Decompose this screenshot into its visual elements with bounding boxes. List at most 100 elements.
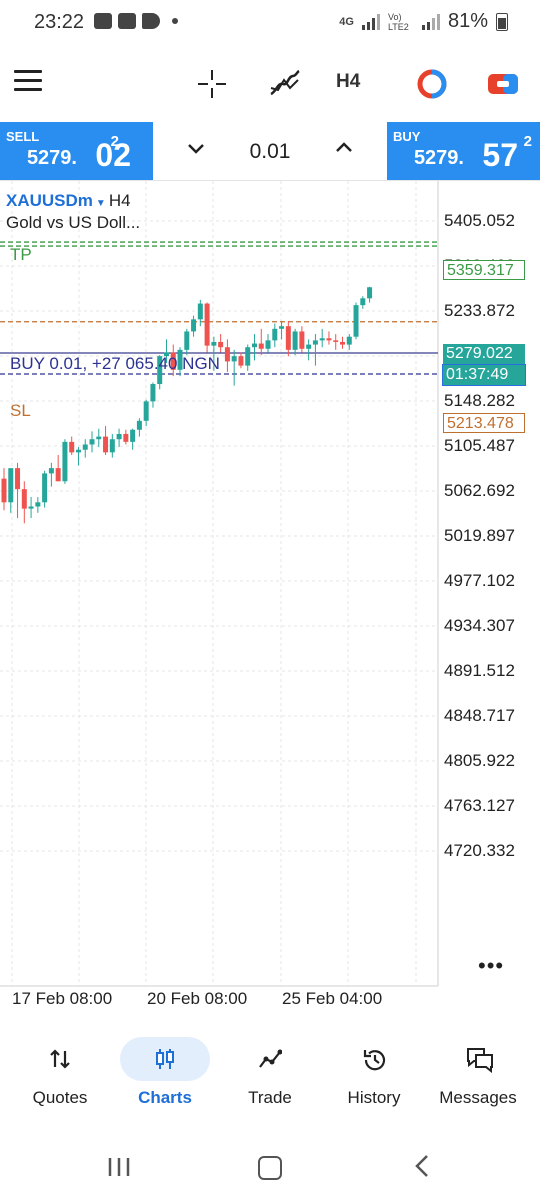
- indicators-icon[interactable]: [268, 68, 302, 100]
- symbol-timeframe: H4: [108, 191, 131, 210]
- position-line-label[interactable]: BUY 0.01, +27 065.40 NGN: [10, 354, 220, 373]
- candle-body: [150, 384, 156, 402]
- tp-price-tag: 5359.317: [443, 260, 525, 280]
- candle-body: [116, 433, 122, 440]
- signal-icon-2: [421, 13, 440, 30]
- recent-apps-icon[interactable]: [106, 1156, 132, 1178]
- quote-bar: SELL 5279. 02 2 0.01 BUY 5279. 57 2: [0, 122, 540, 181]
- quotes-icon[interactable]: [35, 1037, 85, 1081]
- menu-icon[interactable]: [14, 70, 42, 94]
- candle-body: [1, 478, 7, 503]
- candle-body: [157, 356, 163, 385]
- candle-body: [326, 338, 332, 341]
- price-chart[interactable]: XAUUSDm ▼ H4 Gold vs US Doll... TP BUY 0.0…: [0, 181, 540, 1017]
- candle-body: [292, 331, 298, 350]
- candle-body: [163, 352, 169, 357]
- candle-body: [312, 340, 318, 345]
- candle-body: [353, 305, 359, 337]
- candle-body: [28, 506, 34, 509]
- candle-body: [211, 341, 217, 346]
- price-tick-label: 4977.102: [444, 571, 515, 590]
- price-tick-label: 4934.307: [444, 616, 515, 635]
- candle-body: [62, 441, 68, 482]
- candle-body: [238, 356, 244, 366]
- date-label: 20 Feb 08:00: [147, 989, 248, 1008]
- sl-line-label[interactable]: SL: [10, 401, 31, 420]
- price-tick-label: 4720.332: [444, 841, 515, 860]
- candle-body: [245, 347, 251, 366]
- candle-body: [15, 468, 21, 490]
- symbol-caret-icon[interactable]: ▼: [95, 198, 106, 209]
- candle-body: [197, 303, 203, 320]
- candle-body: [279, 326, 285, 329]
- candle-body: [285, 326, 291, 350]
- candle-body: [109, 439, 115, 453]
- play-store-icon: [142, 13, 160, 29]
- candle-body: [123, 433, 129, 442]
- sell-price-main: 5279.: [26, 147, 77, 169]
- buy-price-big: 57: [482, 137, 518, 173]
- price-tick-label: 4805.922: [444, 751, 515, 770]
- candle-body: [48, 468, 54, 474]
- messages-icon[interactable]: [453, 1037, 503, 1081]
- nav-quotes[interactable]: Quotes: [8, 1030, 112, 1120]
- lot-size-input[interactable]: 0.01: [249, 140, 291, 163]
- nav-trade[interactable]: Trade: [218, 1030, 322, 1120]
- crosshair-icon[interactable]: [196, 68, 228, 100]
- price-tick-label: 5405.052: [444, 211, 515, 230]
- trade-line-icon[interactable]: [245, 1037, 295, 1081]
- candle-body: [69, 441, 75, 453]
- candle-body: [177, 349, 183, 370]
- battery-icon: [496, 12, 508, 31]
- candle-body: [360, 298, 366, 306]
- status-bar: 23:22 4G Vo) LTE2 81%: [0, 0, 540, 46]
- nav-history[interactable]: History: [322, 1030, 426, 1120]
- candle-body: [130, 429, 136, 442]
- home-icon[interactable]: [258, 1156, 282, 1180]
- chart-toolbar: H4: [0, 56, 540, 112]
- candle-body: [224, 347, 230, 362]
- price-tick-label: 4848.717: [444, 706, 515, 725]
- sell-price-big: 02: [95, 137, 131, 173]
- buy-button[interactable]: BUY 5279. 57 2: [387, 122, 540, 180]
- lot-increase-icon[interactable]: [332, 136, 356, 160]
- carrier-label: Vo) LTE2: [387, 11, 409, 32]
- price-tick-label: 5019.897: [444, 526, 515, 545]
- symbol-name[interactable]: XAUUSDm: [6, 191, 93, 210]
- tp-line-label[interactable]: TP: [10, 245, 32, 264]
- more-options-icon[interactable]: •••: [478, 953, 505, 978]
- candle-body: [333, 340, 339, 342]
- templates-icon[interactable]: [416, 68, 448, 100]
- trade-icon[interactable]: [486, 70, 520, 98]
- candle-body: [136, 420, 142, 430]
- timeframe-button[interactable]: H4: [336, 71, 361, 92]
- candle-body: [103, 436, 109, 453]
- candle-body: [8, 468, 14, 503]
- nav-quotes-label: Quotes: [32, 1088, 88, 1107]
- charts-icon[interactable]: [120, 1037, 210, 1081]
- candle-body: [218, 341, 224, 348]
- price-tick-label: 4891.512: [444, 661, 515, 680]
- candle-body: [265, 340, 271, 349]
- price-tick-label: 5105.487: [444, 436, 515, 455]
- candle-body: [89, 439, 95, 445]
- sell-button[interactable]: SELL 5279. 02 2: [0, 122, 153, 180]
- date-label: 17 Feb 08:00: [12, 989, 113, 1008]
- history-icon[interactable]: [349, 1037, 399, 1081]
- nav-charts[interactable]: Charts: [113, 1030, 217, 1120]
- lot-decrease-icon[interactable]: [184, 136, 208, 160]
- more-notifications-icon: [172, 18, 178, 24]
- candle-body: [319, 338, 325, 341]
- candle-body: [143, 401, 149, 421]
- nav-messages[interactable]: Messages: [426, 1030, 530, 1120]
- symbol-header[interactable]: XAUUSDm ▼ H4: [6, 191, 131, 211]
- sell-label: SELL: [6, 129, 40, 144]
- current-price-tag: 5279.022: [443, 344, 525, 364]
- sell-price-sup: 2: [110, 133, 119, 150]
- candle-body: [35, 502, 41, 507]
- candle-body: [258, 343, 264, 349]
- candle-body: [75, 449, 81, 453]
- back-icon[interactable]: [412, 1154, 432, 1178]
- chart-canvas[interactable]: [0, 181, 540, 1017]
- candle-body: [82, 444, 88, 450]
